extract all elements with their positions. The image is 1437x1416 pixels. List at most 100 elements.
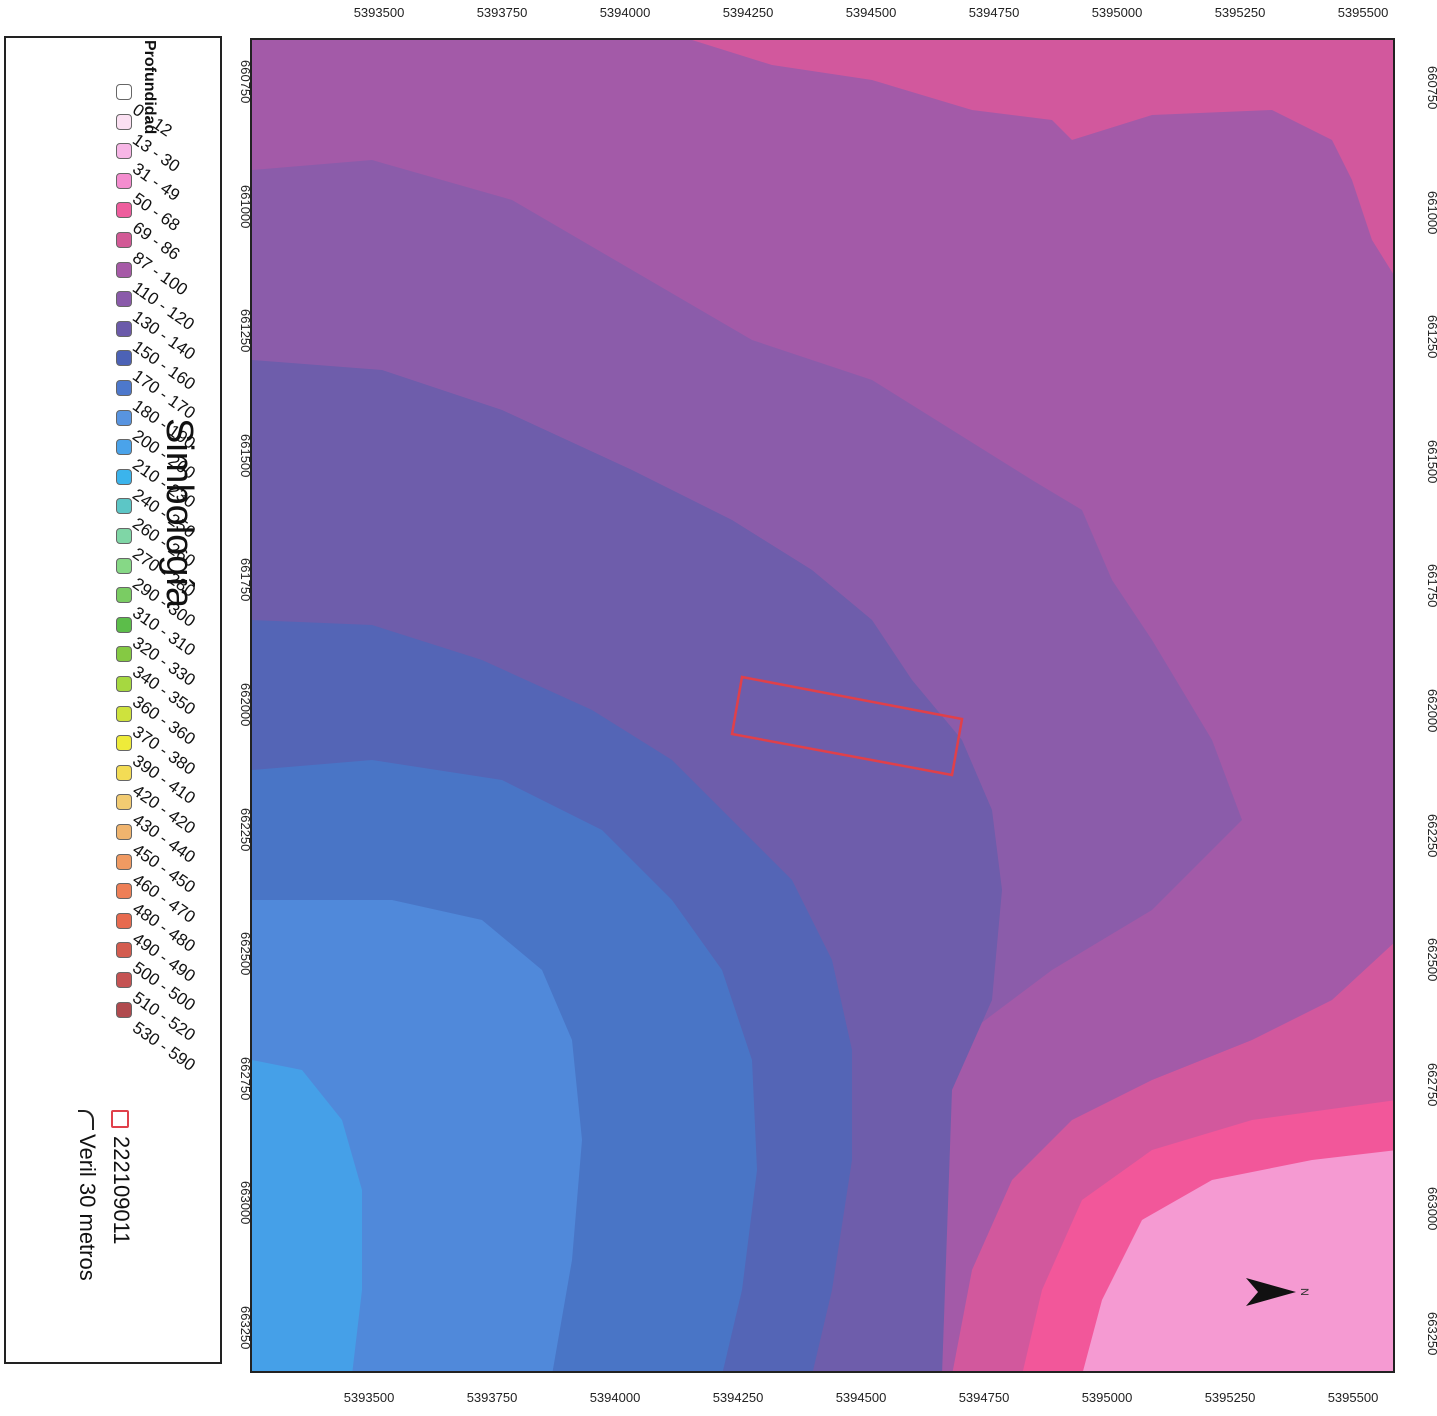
legend-swatch <box>116 409 132 426</box>
top-axis-tick-label: 5394250 <box>722 5 774 20</box>
study-area-222109011 <box>730 675 964 777</box>
isobath-legend-label: Veril 30 metros <box>75 1134 100 1281</box>
legend-swatch <box>116 350 132 367</box>
bottom-axis-tick-label: 5393750 <box>466 1390 518 1405</box>
legend-class-item: 13 - 30 <box>96 108 216 176</box>
legend-panel: Simbología Profundidad 0 - 12 13 - 30 31 -… <box>4 36 222 1364</box>
right-axis-tick-label: 663250 <box>1425 1312 1437 1356</box>
zone-pink-bottom-3 <box>1083 1150 1393 1371</box>
boundary-legend-item: 222109011 <box>108 1110 134 1245</box>
legend-swatch <box>116 824 132 840</box>
top-axis-tick-label: 5393750 <box>476 5 528 20</box>
legend-class-item: 420 - 420 <box>96 759 216 838</box>
legend-class-item: 290 - 300 <box>96 552 216 630</box>
isobath-legend-item: Veril 30 metros <box>74 1110 100 1281</box>
legend-class-item: 0 - 12 <box>96 78 216 141</box>
legend-class-item: 340 - 350 <box>96 640 216 719</box>
bathymetry-map <box>252 40 1393 1371</box>
bottom-axis-tick-label: 5395250 <box>1204 1390 1256 1405</box>
legend-class-item: 390 - 410 <box>96 729 216 808</box>
legend-class-item: 310 - 310 <box>96 581 216 660</box>
top-axis-tick-label: 5394000 <box>599 5 651 20</box>
right-axis-tick-label: 662000 <box>1425 689 1437 733</box>
bottom-axis-tick-label: 5395500 <box>1327 1390 1379 1405</box>
bottom-axis-tick-label: 5394250 <box>712 1390 764 1405</box>
legend-class-item: 150 - 160 <box>96 315 216 394</box>
north-arrow-icon <box>1246 1278 1296 1306</box>
zone-pink-top <box>692 40 1393 274</box>
bottom-axis-tick-label: 5394750 <box>958 1390 1010 1405</box>
right-axis-tick-label: 662750 <box>1425 1062 1437 1107</box>
legend-swatch <box>116 232 132 248</box>
right-axis-tick-label: 663000 <box>1425 1187 1437 1231</box>
legend-class-item: 200 - 200 <box>96 404 216 482</box>
legend-class-item: 69 - 86 <box>96 196 216 264</box>
top-axis-tick-label: 5395000 <box>1091 5 1143 20</box>
legend-class-item: 360 - 360 <box>96 670 216 749</box>
legend-class-item: 50 - 68 <box>96 167 216 235</box>
legend-class-item: 87 - 100 <box>96 226 216 299</box>
right-axis-tick-label: 660750 <box>1425 66 1437 110</box>
legend-class-item: 240 - 250 <box>96 463 216 542</box>
legend-swatch <box>116 172 132 189</box>
legend-class-item: 130 - 140 <box>96 285 216 364</box>
legend-class-item: 480 - 480 <box>96 877 216 956</box>
legend-swatch <box>116 84 132 100</box>
legend-class-item: 510 - 520 <box>96 966 216 1045</box>
map-frame[interactable] <box>250 38 1395 1373</box>
legend-class-item: 260 - 260 <box>96 492 216 571</box>
legend-class-item: 530 - 590 <box>96 996 216 1074</box>
top-axis-tick-label: 5394500 <box>845 5 897 20</box>
legend-swatch <box>116 113 132 130</box>
legend-swatch <box>116 764 132 781</box>
legend-swatch <box>116 1001 132 1018</box>
legend-swatch <box>116 320 132 337</box>
bottom-axis-tick-label: 5394000 <box>589 1390 641 1405</box>
north-arrow-label: N <box>1298 1288 1310 1296</box>
top-axis-tick-label: 5394750 <box>968 5 1020 20</box>
bottom-axis-tick-label: 5394500 <box>835 1390 887 1405</box>
north-arrow: N <box>1246 1272 1316 1312</box>
legend-swatch <box>116 676 132 692</box>
legend-class-item: 320 - 330 <box>96 611 216 690</box>
top-axis-tick-label: 5395250 <box>1214 5 1266 20</box>
legend-class-item: 460 - 470 <box>96 848 216 926</box>
legend-swatch <box>116 528 132 544</box>
legend-class-item: 270 - 280 <box>96 522 216 601</box>
legend-class-item: 370 - 380 <box>96 700 216 778</box>
legend-swatch <box>116 202 132 219</box>
right-axis-tick-label: 661000 <box>1425 190 1437 234</box>
right-axis-tick-label: 662500 <box>1425 938 1437 982</box>
boundary-swatch-icon <box>110 1110 129 1128</box>
top-axis-tick-label: 5393500 <box>353 5 405 20</box>
legend-swatch <box>116 291 132 308</box>
legend-class-item: 170 - 170 <box>96 344 216 423</box>
zone-blue-5 <box>252 1060 362 1371</box>
right-axis-tick-label: 661250 <box>1425 315 1437 359</box>
isobath-line-icon <box>77 1110 94 1130</box>
legend-swatch <box>116 498 132 515</box>
legend-swatch <box>116 912 132 929</box>
bottom-axis-tick-label: 5395000 <box>1081 1390 1133 1405</box>
legend-swatch <box>116 735 132 752</box>
legend-swatch <box>116 143 132 160</box>
legend-swatch <box>116 261 132 278</box>
legend-class-item: 180 - 190 <box>96 374 216 453</box>
legend-swatch <box>116 705 132 722</box>
legend-class-item: 430 - 440 <box>96 788 216 867</box>
legend-swatch <box>116 883 132 900</box>
legend-swatch <box>116 942 132 959</box>
legend-content: Simbología Profundidad 0 - 12 13 - 30 31 -… <box>6 38 224 1366</box>
legend-class-item: 490 - 490 <box>96 907 216 986</box>
legend-swatch <box>116 853 132 870</box>
legend-swatch <box>116 972 132 988</box>
right-axis-tick-label: 662250 <box>1425 813 1437 857</box>
top-axis-tick-label: 5395500 <box>1337 5 1389 20</box>
legend-class-item: 450 - 450 <box>96 818 216 897</box>
legend-class-item: 110 - 120 <box>96 256 216 334</box>
legend-swatch <box>116 557 132 574</box>
legend-swatch <box>116 380 132 396</box>
legend-swatch <box>116 616 132 633</box>
legend-class-item: 500 - 500 <box>96 936 216 1015</box>
right-axis-tick-label: 661500 <box>1425 439 1437 484</box>
